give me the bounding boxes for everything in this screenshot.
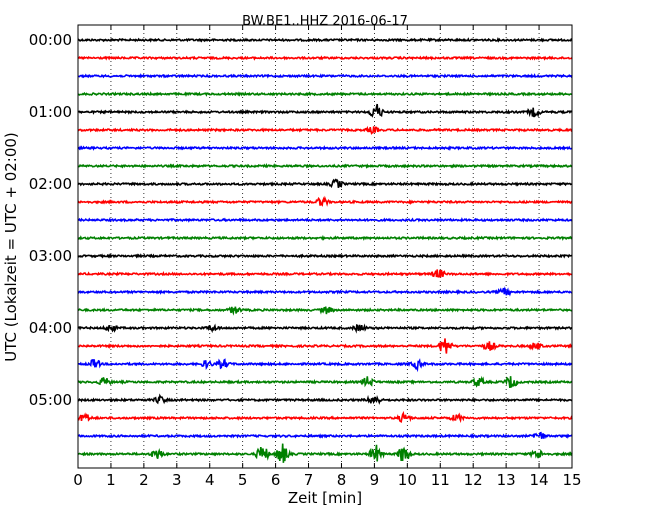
trace-05:45 [77, 443, 573, 463]
trace-line [77, 443, 573, 463]
trace-line [77, 286, 573, 297]
trace-line [77, 338, 573, 354]
trace-04:00 [77, 323, 573, 334]
trace-line [78, 55, 573, 61]
trace-02:45 [77, 234, 573, 241]
trace-line [77, 410, 573, 424]
x-tick-label: 2 [139, 471, 149, 489]
x-axis-label: Zeit [min] [288, 489, 362, 507]
x-tick-label: 5 [238, 471, 248, 489]
trace-00:15 [78, 55, 573, 61]
trace-00:00 [77, 36, 573, 43]
plot-frame [77, 24, 573, 469]
trace-05:30 [77, 431, 573, 439]
trace-01:30 [77, 145, 573, 151]
trace-line [77, 375, 573, 388]
x-tick-label: 4 [205, 471, 215, 489]
trace-02:00 [77, 178, 573, 189]
trace-line [77, 269, 573, 278]
trace-04:30 [77, 358, 573, 373]
x-tick-label: 13 [497, 471, 516, 489]
trace-line [77, 163, 572, 169]
trace-group [77, 36, 573, 463]
x-tick-label: 11 [431, 471, 450, 489]
trace-line [77, 253, 573, 259]
x-tick-label: 12 [464, 471, 483, 489]
trace-01:15 [77, 125, 573, 135]
trace-line [77, 36, 573, 43]
y-tick-label: 00:00 [29, 31, 72, 49]
trace-03:15 [77, 269, 573, 278]
trace-line [77, 145, 573, 151]
trace-line [77, 73, 573, 79]
x-tick-label: 6 [271, 471, 281, 489]
trace-03:45 [78, 306, 573, 316]
trace-line [77, 234, 573, 241]
trace-line [77, 393, 573, 405]
trace-05:00 [77, 393, 573, 405]
chart-title: BW.BE1..HHZ 2016-06-17 [242, 14, 408, 29]
x-tick-label: 9 [370, 471, 380, 489]
x-tick-label: 3 [172, 471, 182, 489]
x-tick-label: 0 [73, 471, 83, 489]
trace-line [77, 217, 573, 223]
x-tick-label: 8 [337, 471, 347, 489]
trace-02:30 [77, 217, 573, 223]
y-tick-label: 01:00 [29, 103, 72, 121]
x-axis: 0 1 2 3 4 5 6 7 8 9 10 11 12 13 14 15 [73, 25, 582, 489]
trace-line [77, 431, 573, 439]
y-axis: 00:00 01:00 02:00 03:00 04:00 05:00 [29, 31, 83, 409]
trace-03:30 [77, 286, 573, 297]
y-tick-label: 02:00 [29, 175, 72, 193]
trace-01:00 [77, 103, 573, 118]
y-tick-label: 03:00 [29, 247, 72, 265]
trace-03:00 [77, 253, 573, 259]
trace-line [77, 323, 573, 334]
x-tick-label: 14 [530, 471, 549, 489]
y-tick-label: 05:00 [29, 391, 72, 409]
x-tick-label: 1 [106, 471, 116, 489]
trace-04:15 [77, 338, 573, 354]
trace-02:15 [77, 195, 573, 207]
trace-line [77, 103, 573, 118]
trace-01:45 [77, 163, 572, 169]
trace-line [77, 91, 573, 97]
trace-00:45 [77, 91, 573, 97]
trace-04:45 [77, 375, 573, 388]
x-tick-label: 10 [398, 471, 417, 489]
trace-line [77, 195, 573, 207]
x-tick-label: 15 [562, 471, 581, 489]
y-axis-label: UTC (Lokalzeit = UTC + 02:00) [2, 132, 20, 362]
trace-line [77, 358, 573, 373]
trace-05:15 [77, 410, 573, 424]
trace-line [77, 178, 573, 189]
y-tick-label: 04:00 [29, 319, 72, 337]
trace-line [78, 306, 573, 316]
x-tick-label: 7 [304, 471, 314, 489]
trace-00:30 [77, 73, 573, 79]
trace-line [77, 125, 573, 135]
